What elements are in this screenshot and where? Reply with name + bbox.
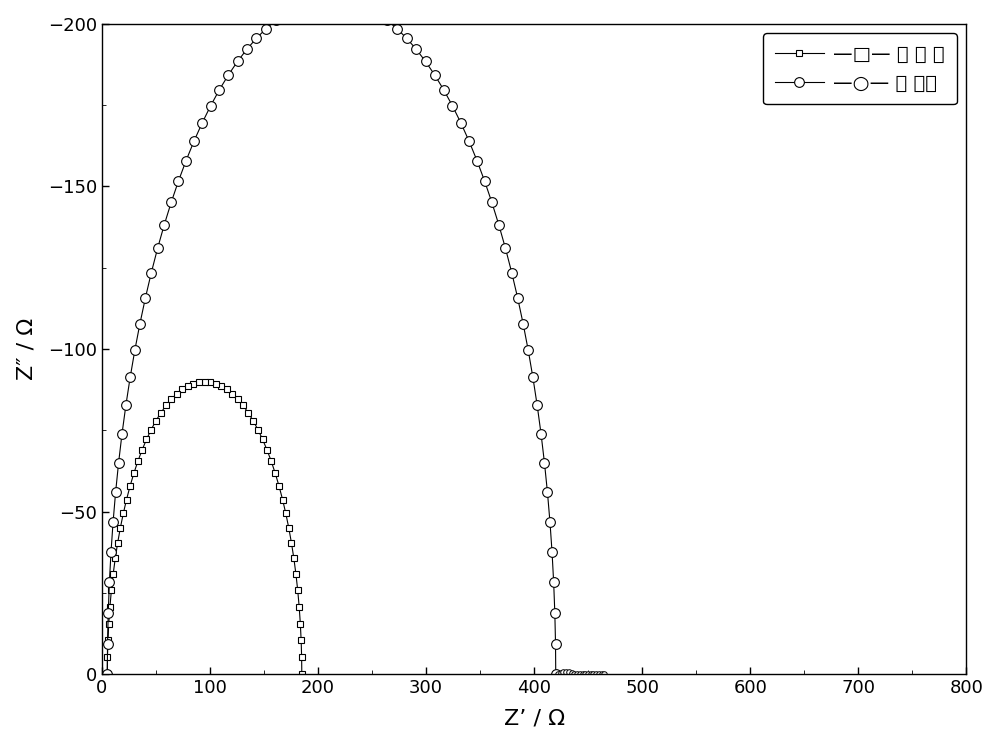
—○— 空 白组 — [124, 373, 136, 382]
—□— 实 验 组 — [296, 670, 308, 679]
—□— 实 验 组 — [199, 377, 211, 386]
Line: —□— 实 验 组: —□— 实 验 组 — [104, 378, 305, 678]
—○— 空 白组 — [331, 0, 343, 4]
—○— 空 白组 — [101, 670, 113, 679]
X-axis label: Z’ / Ω: Z’ / Ω — [504, 708, 565, 729]
—□— 实 验 组 — [237, 401, 249, 410]
—□— 实 验 组 — [290, 570, 302, 579]
—○— 空 白组 — [531, 401, 543, 410]
Line: —○— 空 白组: —○— 空 白组 — [102, 0, 561, 679]
Y-axis label: Z″ / Ω: Z″ / Ω — [17, 318, 37, 380]
—□— 实 验 组 — [280, 509, 292, 518]
—○— 空 白组 — [493, 221, 505, 229]
—□— 实 验 组 — [105, 586, 117, 595]
—○— 空 白组 — [455, 118, 467, 127]
—○— 空 白组 — [120, 401, 132, 410]
—□— 实 验 组 — [101, 670, 113, 679]
—○— 空 白组 — [550, 670, 562, 679]
—□— 实 验 组 — [269, 469, 281, 478]
—□— 实 验 组 — [101, 653, 113, 662]
—○— 空 白组 — [280, 9, 292, 18]
Legend: —□— 实 验 组, —○— 空 白组: —□— 实 验 组, —○— 空 白组 — [763, 34, 957, 104]
